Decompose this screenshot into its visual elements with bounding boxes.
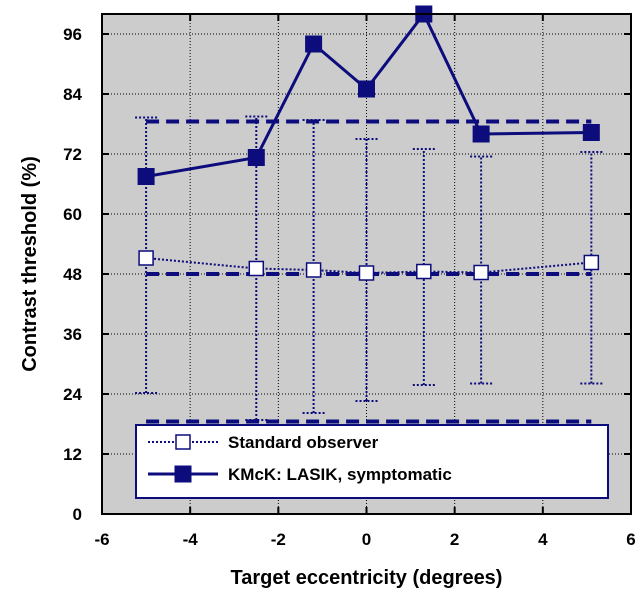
x-tick-label: 6 (626, 530, 635, 549)
point-kmck (137, 168, 155, 185)
x-tick-label: 2 (450, 530, 459, 549)
point-standard-observer (305, 262, 322, 278)
legend-box (135, 424, 609, 499)
x-axis-title: Target eccentricity (degrees) (231, 567, 503, 589)
legend-marker-kmck (174, 465, 192, 483)
point-standard-observer (416, 263, 432, 280)
legend: Standard observer KMcK: LASIK, symptomat… (135, 424, 609, 499)
series-markers (137, 5, 600, 281)
y-tick-label: 0 (73, 505, 82, 524)
legend-label-standard-observer: Standard observer (228, 433, 379, 452)
point-kmck (472, 125, 490, 143)
y-tick-label: 84 (63, 85, 82, 104)
axis-ticks (101, 14, 632, 515)
point-kmck (358, 80, 375, 98)
point-standard-observer (473, 264, 489, 281)
y-tick-label: 96 (63, 25, 82, 44)
y-tick-label: 24 (63, 385, 82, 404)
x-tick-label: -4 (183, 530, 199, 549)
point-standard-observer (358, 265, 375, 281)
y-tick-label: 60 (63, 205, 82, 224)
point-standard-observer (248, 260, 265, 277)
y-tick-labels: 0 12 24 36 48 60 72 84 96 (63, 25, 82, 524)
x-tick-label: 0 (362, 530, 371, 549)
y-tick-label: 72 (63, 145, 82, 164)
x-tick-labels: -6 -4 -2 0 2 4 6 (94, 530, 635, 549)
point-kmck (305, 35, 323, 53)
point-kmck (247, 149, 265, 166)
legend-label-kmck: KMcK: LASIK, symptomatic (228, 465, 452, 484)
x-tick-label: -6 (94, 530, 109, 549)
point-standard-observer (138, 250, 154, 266)
y-tick-label: 36 (63, 325, 82, 344)
x-tick-label: 4 (538, 530, 548, 549)
y-tick-label: 48 (63, 265, 82, 284)
point-standard-observer (583, 254, 600, 271)
point-kmck (582, 124, 600, 141)
x-tick-label: -2 (271, 530, 286, 549)
y-axis-title: Contrast threshold (%) (19, 156, 41, 372)
y-tick-label: 12 (63, 445, 82, 464)
legend-marker-standard-observer (175, 434, 191, 450)
